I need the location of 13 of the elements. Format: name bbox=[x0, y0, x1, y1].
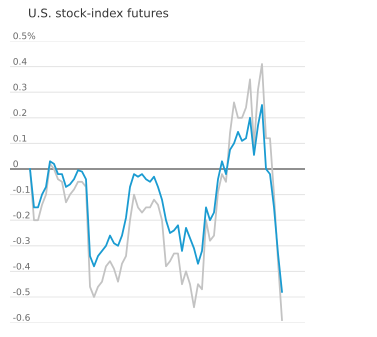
y-tick-label: -0.3 bbox=[13, 237, 30, 244]
y-tick-label: -0.2 bbox=[13, 212, 30, 218]
y-tick-label: 0.1 bbox=[13, 134, 26, 142]
y-tick-label: 0.2 bbox=[13, 109, 26, 116]
y-tick-label: 0.3 bbox=[13, 84, 26, 90]
y-tick-label: -0.5 bbox=[13, 288, 30, 296]
y-tick-label: 0.4 bbox=[13, 58, 27, 65]
y-tick-label: -0.1 bbox=[13, 186, 30, 193]
y-tick-label: -0.4 bbox=[13, 262, 30, 270]
y-tick-label: 0.5% bbox=[13, 32, 36, 40]
y-tick-label: 0 bbox=[13, 160, 18, 168]
y-tick-label: -0.6 bbox=[13, 314, 30, 321]
chart-title: U.S. stock-index futures bbox=[29, 8, 168, 18]
